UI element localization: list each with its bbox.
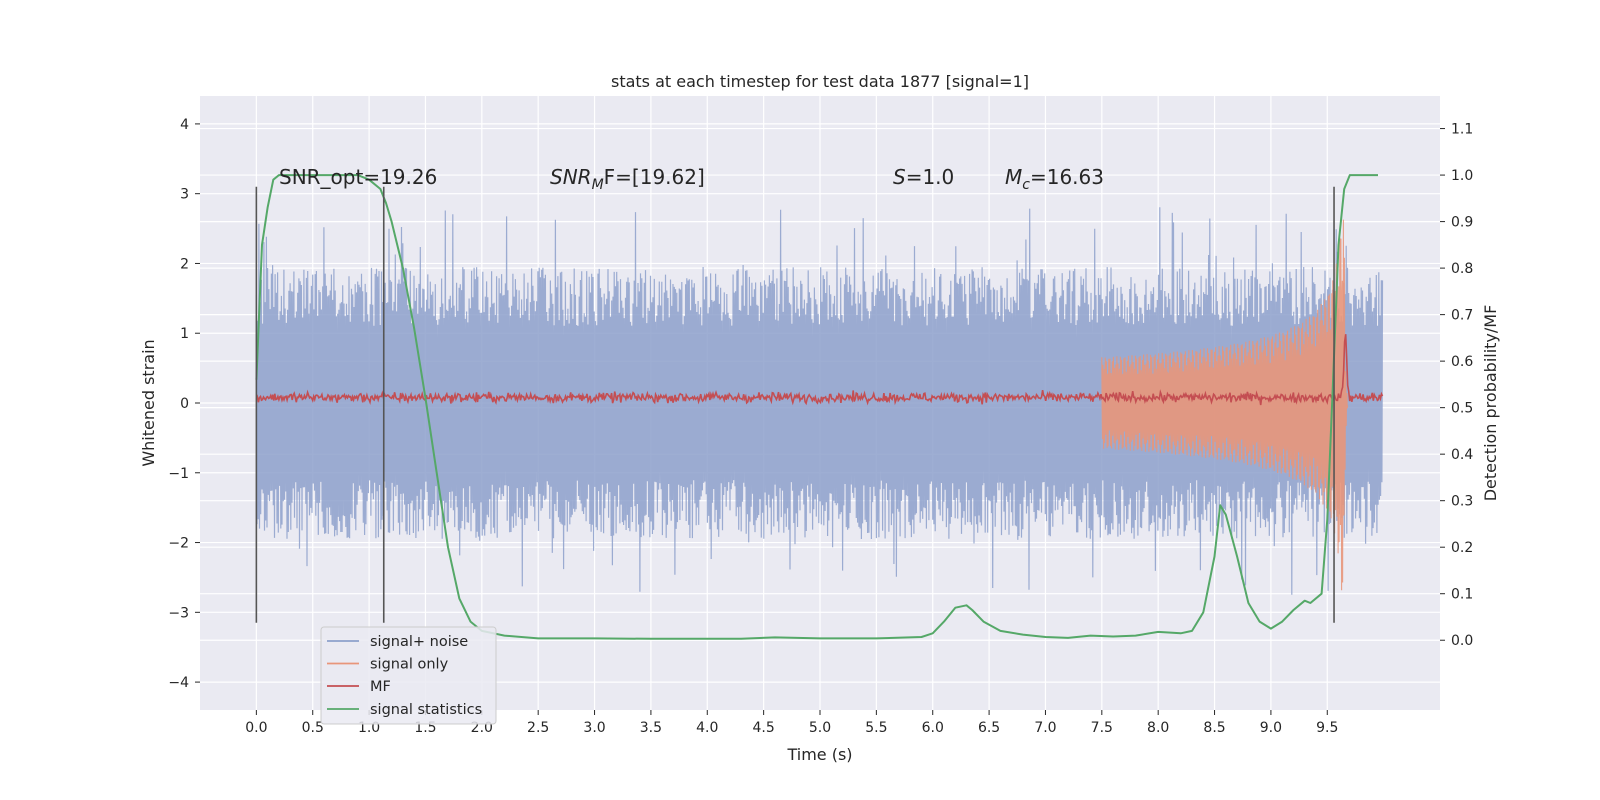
y-axis-label: Whitened strain: [139, 339, 158, 466]
y-tick-label: 0: [180, 396, 189, 412]
legend: signal+ noise signal only MF signal stat…: [320, 626, 497, 725]
x-tick-label: 4.0: [696, 720, 718, 736]
ticks: 0.0 0.5 1.0 1.5 2.0 2.5 3.0 3.5 4.0 4.5 5.0 5.5 6.0 6…: [168, 117, 1473, 736]
y-tick-label: 2: [180, 256, 189, 272]
y-tick-label: −3: [168, 605, 189, 621]
s-symbol: S: [893, 165, 906, 189]
x-tick-label: 6.0: [922, 720, 944, 736]
y-tick-label: −4: [168, 675, 189, 691]
mc-value: =16.63: [1030, 165, 1104, 189]
x-tick-label: 7.0: [1034, 720, 1056, 736]
y-right-tick-label: 0.0: [1451, 633, 1473, 649]
s-annotation: S=1.0: [893, 165, 954, 189]
y-right-tick-label: 1.1: [1451, 122, 1473, 138]
mc-annotation: Mc=16.63: [1005, 165, 1104, 193]
x-tick-label: 4.5: [753, 720, 775, 736]
x-tick-label: 0.0: [245, 720, 267, 736]
series-signal-noise: [255, 207, 1384, 595]
x-tick-label: 9.0: [1260, 720, 1282, 736]
y-right-tick-label: 0.1: [1451, 587, 1473, 603]
y-tick-label: −1: [168, 466, 189, 482]
y-right-tick-label: 1.0: [1451, 168, 1473, 184]
y-axis-right-label: Detection probability/MF: [1481, 305, 1500, 502]
x-tick-label: 9.5: [1316, 720, 1338, 736]
x-tick-label: 8.5: [1203, 720, 1225, 736]
y-right-tick-label: 0.4: [1451, 447, 1473, 463]
legend-label-signal-noise: signal+ noise: [370, 634, 468, 650]
series-signal-statistics: [255, 174, 1378, 640]
x-tick-label: 5.5: [865, 720, 887, 736]
y-tick-label: 1: [180, 326, 189, 342]
y-right-tick-label: 0.7: [1451, 308, 1473, 324]
x-tick-label: 0.5: [302, 720, 324, 736]
x-tick-label: 2.5: [527, 720, 549, 736]
y-right-tick-label: 0.5: [1451, 401, 1473, 417]
annotations: SNR_opt=19.26 SNRMF=[19.62] S=1.0 Mc=16.…: [279, 165, 1104, 193]
y-tick-label: 3: [180, 187, 189, 203]
y-right-tick-label: 0.8: [1451, 261, 1473, 277]
mc-subscript: c: [1022, 177, 1030, 193]
x-tick-label: 7.5: [1091, 720, 1113, 736]
y-tick-label: 4: [180, 117, 189, 133]
legend-box: [320, 626, 497, 725]
legend-label-mf: MF: [370, 679, 391, 695]
legend-label-signal-only: signal only: [370, 657, 449, 673]
s-value: =1.0: [906, 165, 955, 189]
series-mf: [255, 334, 1384, 406]
series-signal-only: [1101, 219, 1349, 591]
snr-mf-annotation: SNRMF=[19.62]: [550, 165, 705, 193]
y-right-tick-label: 0.3: [1451, 494, 1473, 510]
x-axis-label: Time (s): [786, 745, 852, 764]
y-right-tick-label: 0.2: [1451, 540, 1473, 556]
snr-mf-subscript: M: [592, 177, 604, 193]
snr-mf-symbol: SNR: [550, 165, 592, 189]
x-tick-label: 6.5: [978, 720, 1000, 736]
chart-title: stats at each timestep for test data 187…: [611, 72, 1029, 91]
vertical-markers: [255, 186, 1335, 623]
x-tick-label: 3.0: [583, 720, 605, 736]
legend-label-signal-statistics: signal statistics: [370, 702, 482, 718]
series-layer: [255, 174, 1384, 640]
y-tick-label: −2: [168, 536, 189, 552]
snr-opt-annotation: SNR_opt=19.26: [279, 165, 437, 189]
x-tick-label: 5.0: [809, 720, 831, 736]
mc-symbol: M: [1005, 165, 1022, 189]
y-right-tick-label: 0.9: [1451, 215, 1473, 231]
x-tick-label: 8.0: [1147, 720, 1169, 736]
y-right-tick-label: 0.6: [1451, 354, 1473, 370]
x-tick-label: 3.5: [640, 720, 662, 736]
snr-mf-value: F=[19.62]: [604, 165, 705, 189]
